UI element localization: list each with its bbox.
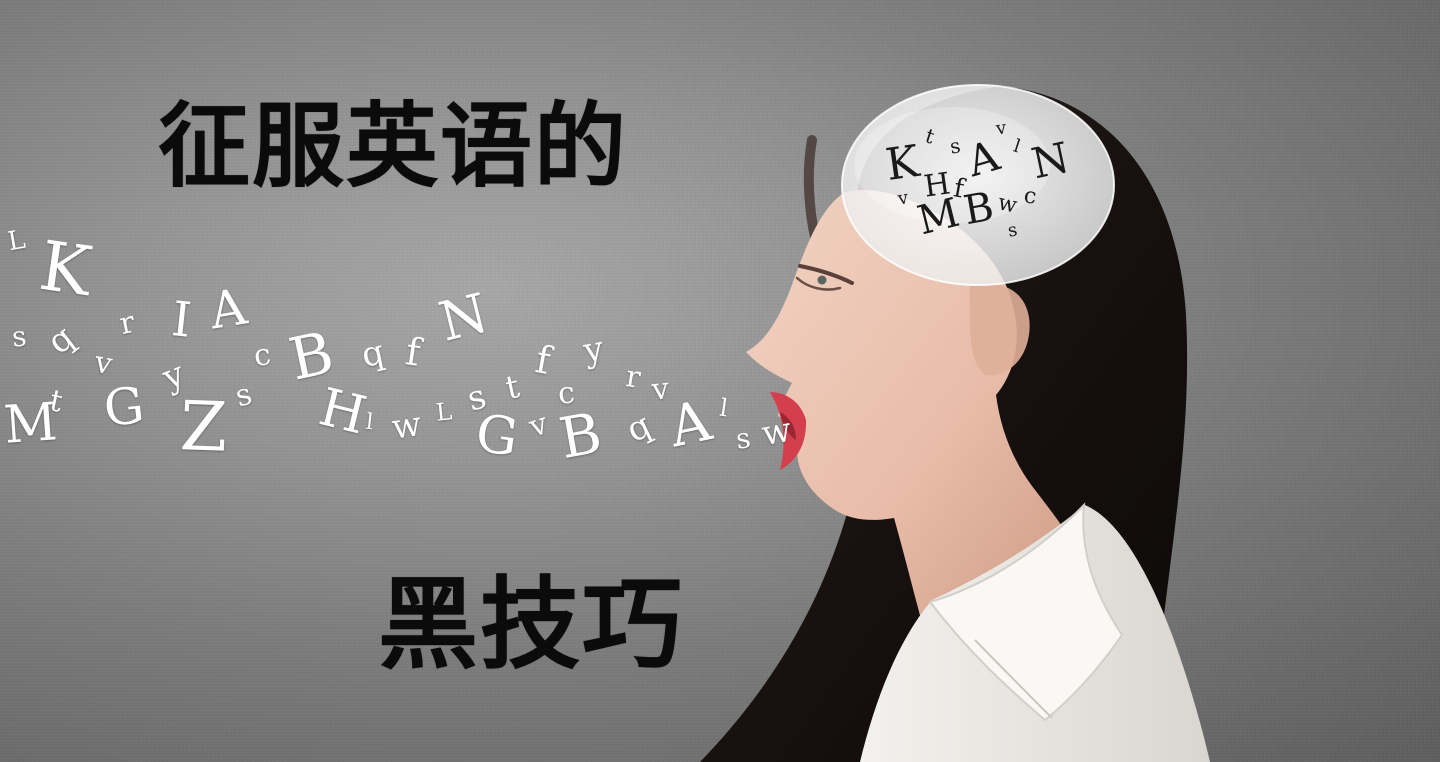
- headline-bottom: 黑技巧: [378, 566, 684, 683]
- white-shirt-collar: [860, 502, 1210, 762]
- headline-top: 征服英语的: [158, 93, 629, 200]
- thought-bubble: [841, 84, 1115, 286]
- neck-and-face: [746, 190, 1100, 648]
